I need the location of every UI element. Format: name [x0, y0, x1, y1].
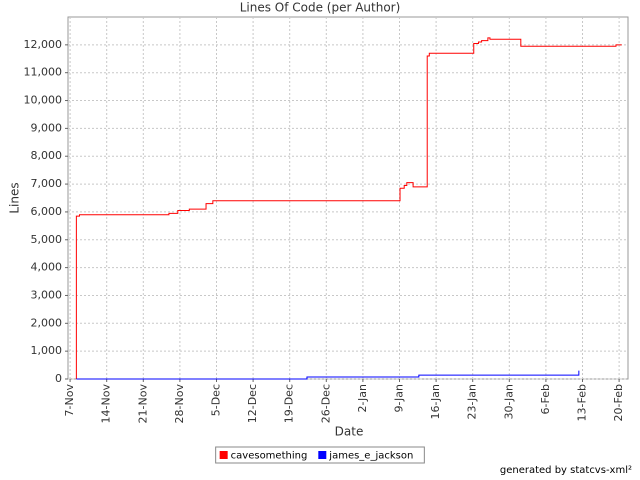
x-tick-label: 21-Nov	[136, 384, 149, 424]
y-tick-label: 2,000	[31, 316, 63, 329]
x-tick-label: 12-Dec	[246, 384, 259, 423]
y-tick-label: 9,000	[31, 121, 63, 134]
x-tick-label: 9-Jan	[393, 384, 406, 413]
y-tick-label: 8,000	[31, 149, 63, 162]
legend-swatch	[219, 451, 228, 459]
y-tick-label: 11,000	[24, 66, 63, 79]
y-tick-label: 3,000	[31, 288, 63, 301]
y-tick-label: 1,000	[31, 344, 63, 357]
x-tick-label: 6-Feb	[539, 384, 552, 414]
x-tick-label: 14-Nov	[100, 384, 113, 424]
legend-label: james_e_jackson	[328, 451, 413, 462]
x-tick-label: 26-Dec	[319, 384, 332, 423]
plot-area	[67, 16, 629, 380]
legend: cavesomething james_e_jackson	[215, 446, 425, 464]
footer: generated by statcvs-xml²	[500, 465, 632, 476]
x-tick-label: 20-Feb	[612, 384, 625, 421]
x-tick-label: 2-Jan	[356, 384, 369, 413]
y-tick-label: 6,000	[31, 205, 63, 218]
x-tick-label: 5-Dec	[209, 384, 222, 416]
x-tick-label: 19-Dec	[283, 384, 296, 423]
x-tick-label: 7-Nov	[63, 384, 76, 417]
x-tick-label: 28-Nov	[173, 384, 186, 424]
x-tick-label: 30-Jan	[502, 384, 515, 420]
legend-swatch	[318, 451, 327, 459]
y-tick-label: 0	[55, 372, 62, 385]
x-tick-label: 13-Feb	[576, 384, 589, 421]
legend-label: cavesomething	[231, 451, 308, 462]
y-axis-title: Lines	[8, 182, 22, 213]
y-tick-label: 10,000	[24, 94, 63, 107]
y-tick-label: 5,000	[31, 233, 63, 246]
x-tick-label: 23-Jan	[466, 384, 479, 420]
x-axis-title: Date	[335, 425, 364, 439]
y-tick-label: 12,000	[24, 38, 63, 51]
chart-title: Lines Of Code (per Author)	[240, 1, 401, 15]
series-line	[76, 370, 580, 380]
y-tick-label: 7,000	[31, 177, 63, 190]
x-tick-label: 16-Jan	[429, 384, 442, 420]
y-tick-label: 4,000	[31, 261, 63, 274]
series-line	[75, 37, 622, 379]
